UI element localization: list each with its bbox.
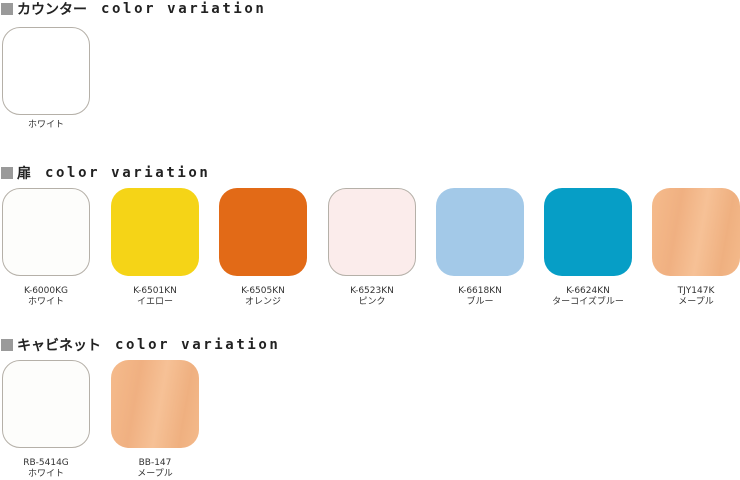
section-subtitle: color variation <box>45 165 211 181</box>
section-title: 扉 <box>17 166 31 182</box>
swatch-name: ピンク <box>358 297 386 307</box>
swatch-name: メープル <box>137 469 173 479</box>
swatch-code: BB-147 <box>138 458 172 468</box>
swatch-label: K-6618KN ブルー <box>430 286 530 308</box>
swatch-label: K-6501KN イエロー <box>105 286 205 308</box>
swatch-label: TJY147K メープル <box>646 286 740 308</box>
swatch-name: ターコイズブルー <box>552 297 624 307</box>
swatch-name: ホワイト <box>27 469 64 479</box>
swatch-code: K-6624KN <box>566 286 610 296</box>
square-bullet-icon <box>1 3 13 15</box>
section-header: 扉 color variation <box>1 165 211 182</box>
swatch-name: オレンジ <box>244 297 281 307</box>
section-subtitle: color variation <box>101 1 267 17</box>
swatch-label: BB-147 メープル <box>105 458 205 480</box>
section-subtitle: color variation <box>115 337 281 353</box>
swatch-label: RB-5414G ホワイト <box>0 458 96 480</box>
swatch-label: K-6523KN ピンク <box>322 286 422 308</box>
swatch-code: TJY147K <box>677 286 715 296</box>
color-swatch <box>436 188 524 276</box>
swatch-code: K-6523KN <box>350 286 394 296</box>
swatch-code: K-6505KN <box>241 286 285 296</box>
color-swatch <box>2 360 90 448</box>
section-header: キャビネット color variation <box>1 337 281 354</box>
color-swatch <box>328 188 416 276</box>
color-swatch <box>544 188 632 276</box>
section-title: カウンター <box>17 2 87 18</box>
swatch-label: K-6505KN オレンジ <box>213 286 313 308</box>
swatch-code: RB-5414G <box>23 458 69 468</box>
swatch-code: K-6000KG <box>24 286 68 296</box>
swatch-name: ホワイト <box>27 297 64 307</box>
swatch-code: K-6618KN <box>458 286 502 296</box>
color-swatch <box>2 27 90 115</box>
swatch-label: ホワイト <box>0 120 96 131</box>
swatch-code: K-6501KN <box>133 286 177 296</box>
swatch-name: メープル <box>678 297 714 307</box>
square-bullet-icon <box>1 339 13 351</box>
color-swatch <box>652 188 740 276</box>
color-swatch <box>111 188 199 276</box>
swatch-label: K-6000KG ホワイト <box>0 286 96 308</box>
swatch-name: ブルー <box>466 297 494 307</box>
section-title: キャビネット <box>17 338 101 354</box>
color-swatch <box>2 188 90 276</box>
color-swatch <box>219 188 307 276</box>
swatch-label: K-6624KN ターコイズブルー <box>538 286 638 308</box>
section-header: カウンター color variation <box>1 1 267 18</box>
color-swatch <box>111 360 199 448</box>
swatch-name: イエロー <box>137 297 173 307</box>
swatch-name: ホワイト <box>27 120 64 130</box>
square-bullet-icon <box>1 167 13 179</box>
